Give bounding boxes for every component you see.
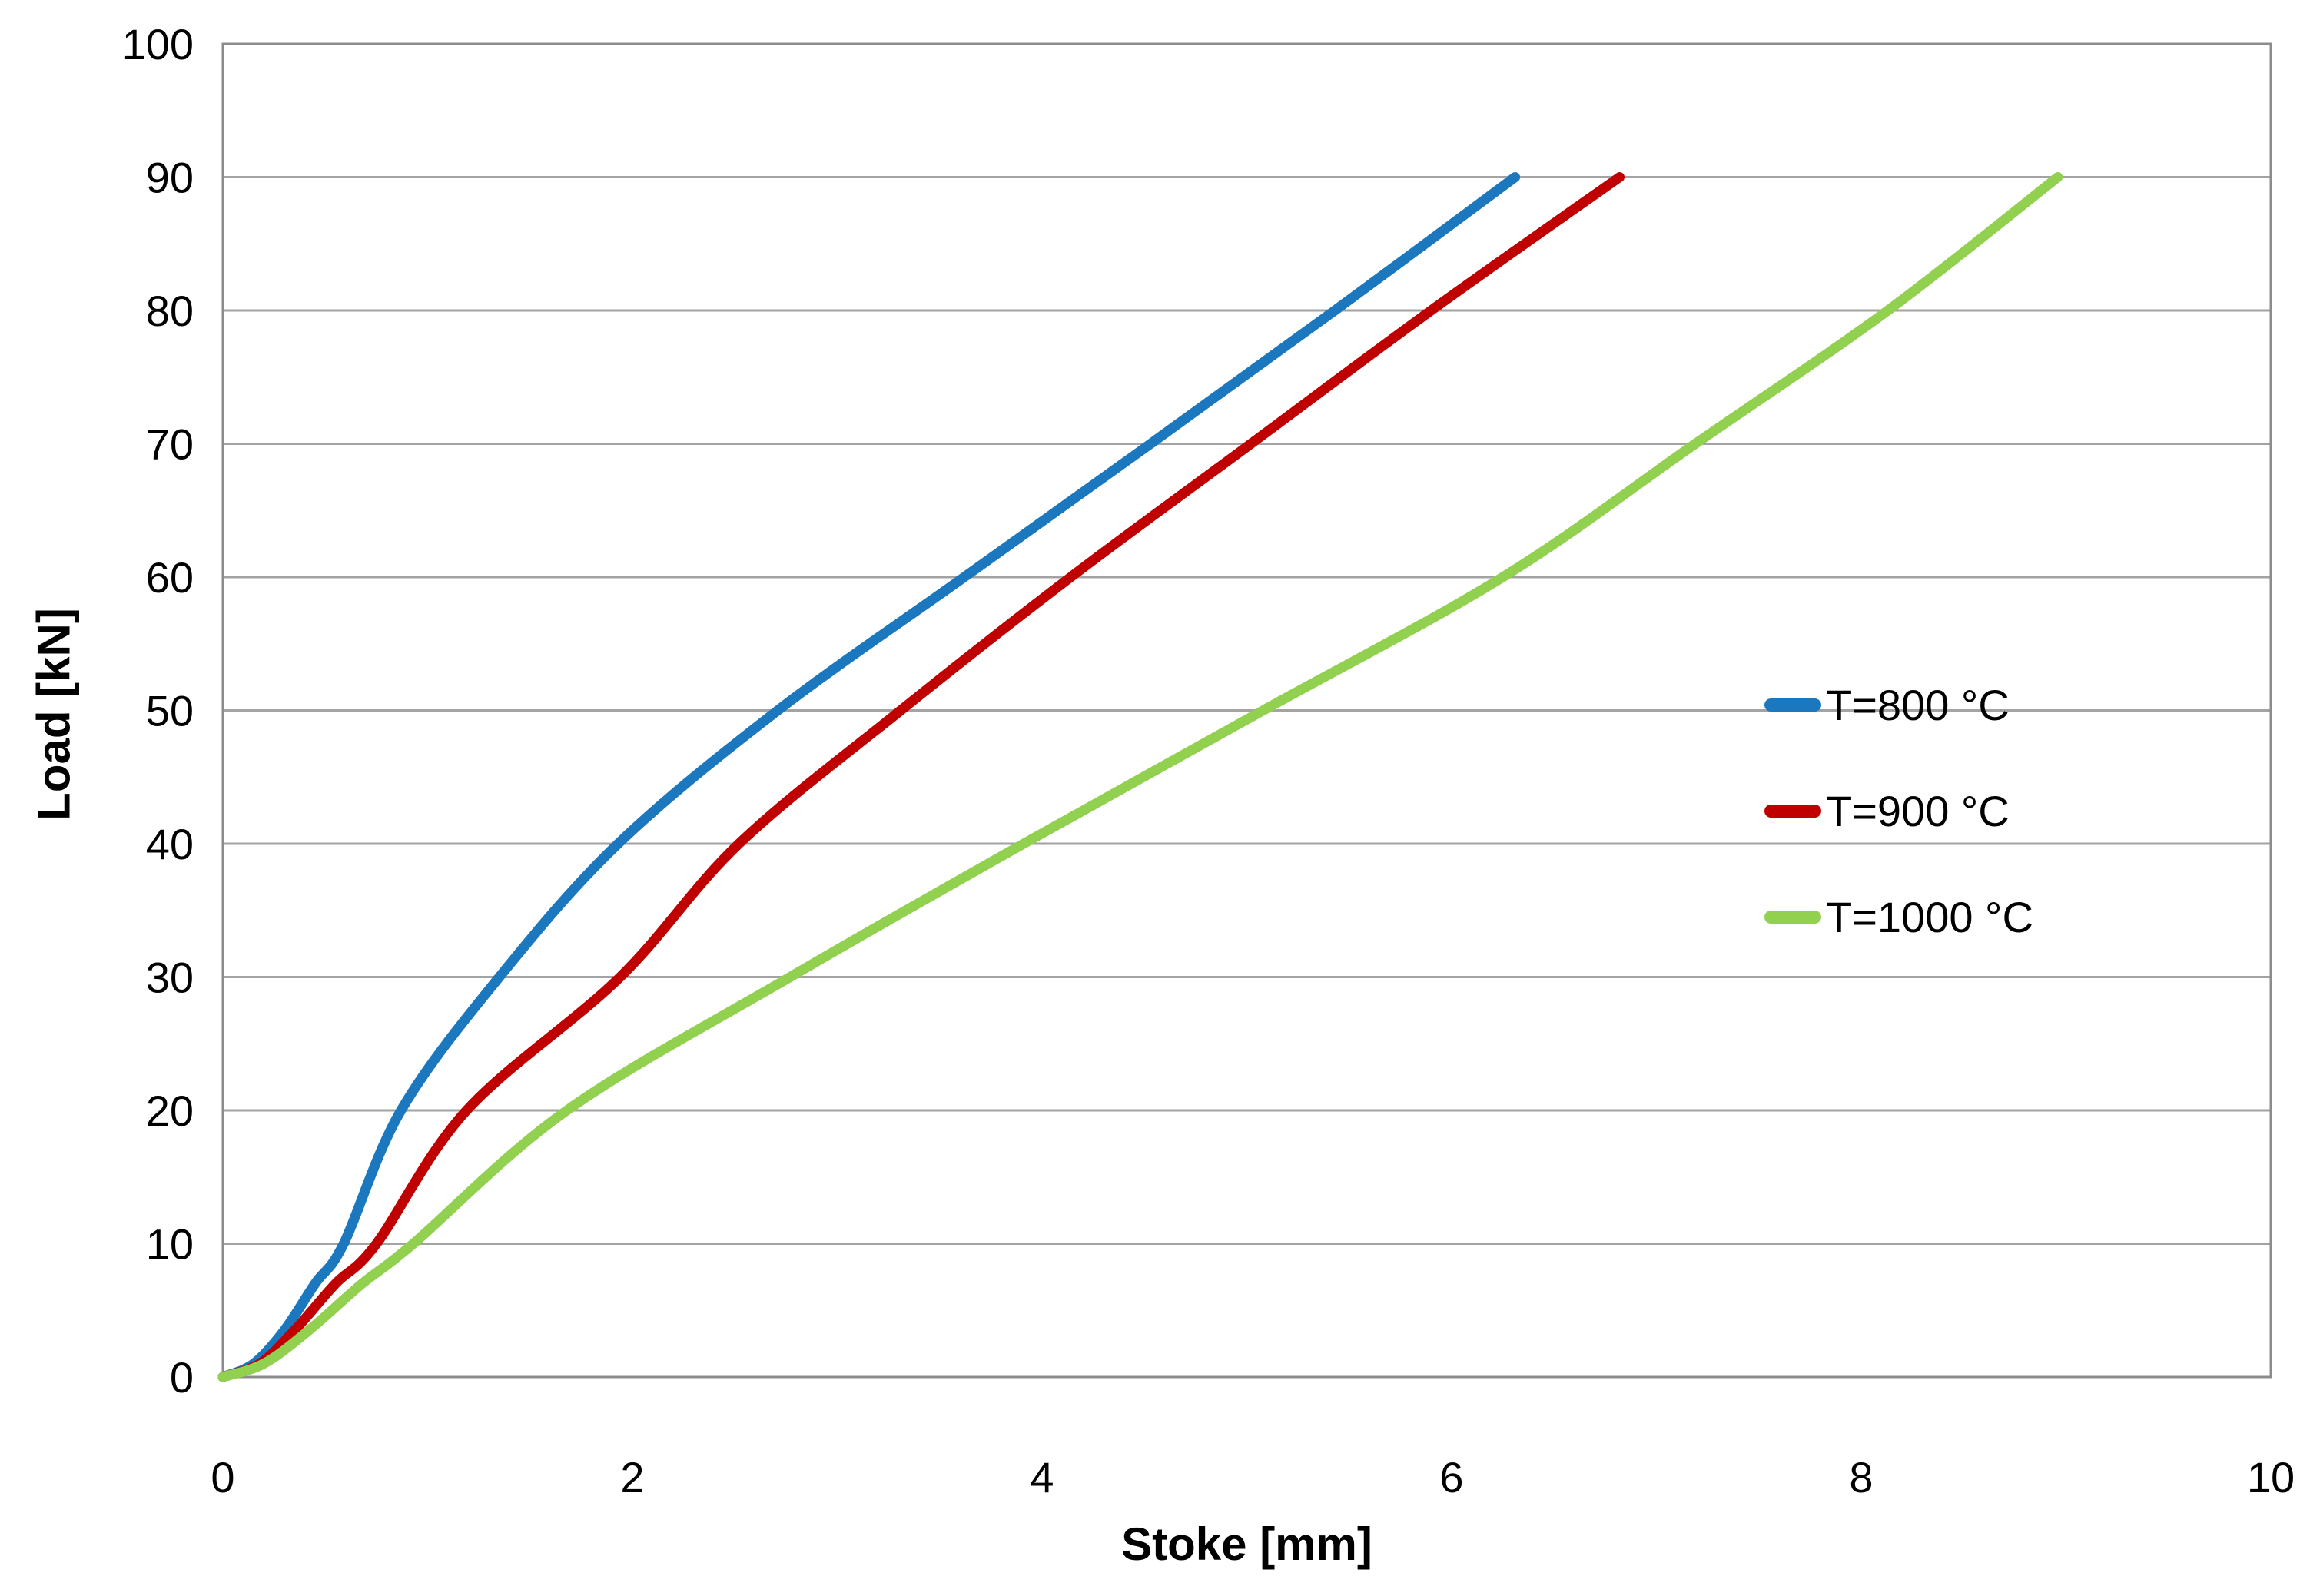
y-tick-label-90: 90 (146, 154, 194, 202)
x-tick-label-10: 10 (2247, 1453, 2295, 1501)
x-tick-label-4: 4 (1030, 1453, 1054, 1501)
y-tick-label-50: 50 (146, 687, 194, 735)
series-line-t900 (217, 172, 1625, 1382)
y-tick-label-10: 10 (146, 1220, 194, 1269)
legend-label-t900: T=900 °C (1826, 786, 2010, 835)
y-tick-label-30: 30 (146, 954, 194, 1002)
x-tick-label-2: 2 (620, 1453, 644, 1501)
y-tick-label-0: 0 (170, 1353, 194, 1402)
x-tick-label-0: 0 (211, 1453, 234, 1501)
y-tick-label-60: 60 (146, 553, 194, 602)
series-line-t1000 (217, 172, 2063, 1382)
legend: T=800 °C T=900 °C T=1000 °C (1764, 652, 2033, 970)
legend-swatch-t800 (1764, 698, 1821, 712)
y-axis-title: Load [kN] (28, 608, 80, 821)
legend-item-t1000: T=1000 °C (1764, 864, 2033, 970)
plot-border (221, 42, 2272, 1379)
legend-label-t800: T=800 °C (1826, 680, 2010, 729)
legend-swatch-t1000 (1764, 910, 1821, 924)
legend-swatch-t900 (1764, 804, 1821, 818)
x-tick-label-6: 6 (1439, 1453, 1463, 1501)
series-line-t800 (217, 172, 1521, 1382)
legend-item-t800: T=800 °C (1764, 652, 2033, 758)
legend-label-t1000: T=1000 °C (1826, 892, 2033, 941)
x-axis-title: Stoke [mm] (1121, 1518, 1372, 1570)
y-tick-label-70: 70 (146, 420, 194, 469)
y-tick-label-40: 40 (146, 820, 194, 868)
y-tick-label-20: 20 (146, 1087, 194, 1135)
y-tick-label-100: 100 (122, 20, 194, 68)
x-tick-label-8: 8 (1849, 1453, 1873, 1501)
legend-item-t900: T=900 °C (1764, 758, 2033, 864)
y-tick-label-80: 80 (146, 287, 194, 335)
